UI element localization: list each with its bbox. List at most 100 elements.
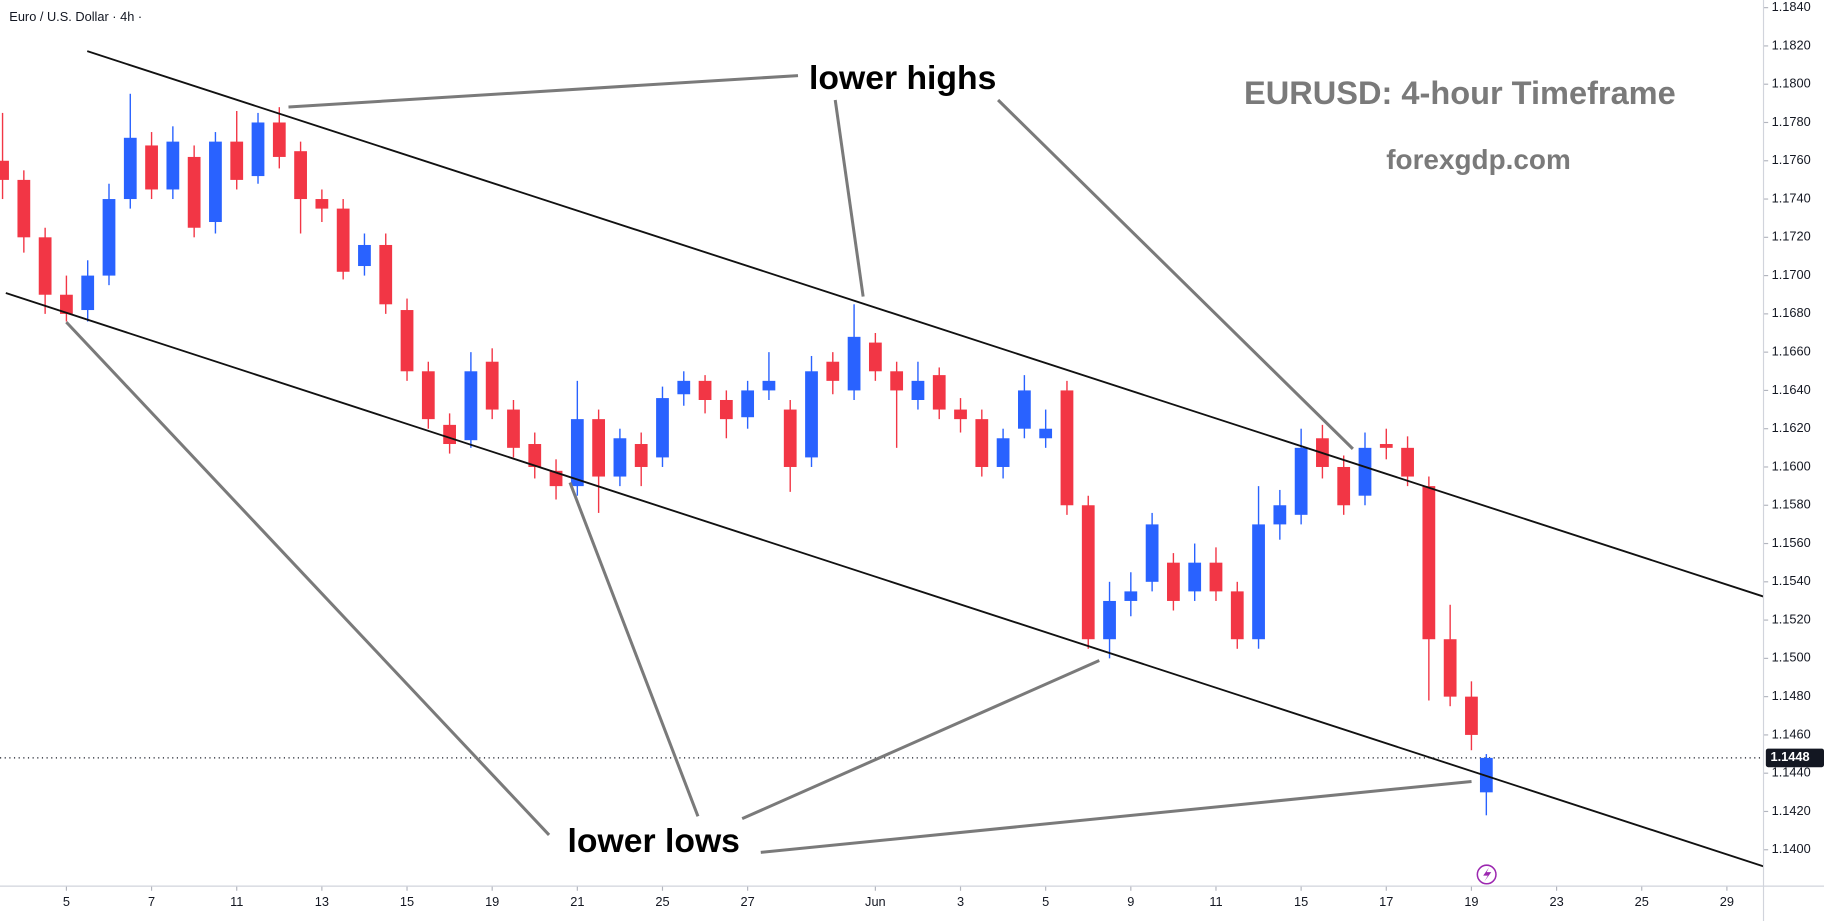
x-tick-label: 19 [485, 894, 499, 909]
candle-body [145, 145, 158, 190]
x-tick-label: 25 [655, 894, 669, 909]
candle-body [443, 424, 456, 445]
y-tick-label: 1.1840 [1772, 0, 1811, 14]
x-tick-label: 11 [1209, 894, 1222, 909]
candle-body [996, 438, 1010, 467]
y-tick-label: 1.1460 [1772, 726, 1811, 741]
candle-body [677, 380, 691, 395]
candle-body [1081, 505, 1095, 640]
x-tick-label: 5 [63, 894, 70, 909]
symbol-label: Euro / U.S. Dollar · 4h · [9, 9, 142, 24]
arrow-line [568, 482, 700, 817]
candle-body [230, 141, 244, 180]
candle-body [421, 371, 435, 420]
candle-body [0, 160, 9, 180]
candle-body [656, 398, 669, 458]
y-tick-label: 1.1740 [1772, 190, 1811, 205]
arrow-line [997, 98, 1354, 450]
candle-body [294, 151, 307, 200]
x-tick-label: 21 [570, 894, 584, 909]
x-tick-label: 13 [315, 894, 329, 909]
x-tick-label: Jun [865, 894, 886, 909]
candle-body [1230, 591, 1244, 640]
candle-body [166, 141, 180, 190]
y-tick-label: 1.1640 [1772, 382, 1811, 397]
candle-body [847, 336, 861, 391]
candle-body [272, 122, 286, 157]
candle-body [1167, 562, 1180, 601]
candle-body [1017, 390, 1031, 429]
candle-body [464, 371, 478, 441]
arrow-line [741, 659, 1100, 821]
candle-body [336, 208, 350, 272]
annotation-lower-lows: lower lows [568, 822, 740, 860]
candle-body [741, 390, 755, 418]
arrow-line [833, 99, 865, 297]
x-tick-label: 25 [1635, 894, 1649, 909]
y-tick-label: 1.1600 [1772, 458, 1811, 473]
x-tick-label: 19 [1464, 894, 1478, 909]
y-tick-label: 1.1820 [1772, 37, 1811, 52]
candle-body [1443, 639, 1457, 697]
candle-body [123, 137, 137, 200]
x-tick-label: 7 [148, 894, 155, 909]
candle-body [719, 399, 733, 420]
y-tick-label: 1.1420 [1772, 803, 1811, 818]
candle-body [975, 419, 989, 467]
candle-body [187, 156, 201, 228]
candles [0, 93, 1493, 816]
candle-body [81, 275, 95, 311]
x-tick-label: 29 [1720, 894, 1734, 909]
y-tick-label: 1.1680 [1772, 305, 1811, 320]
x-tick-label: 3 [957, 894, 964, 909]
candle-body [102, 199, 116, 276]
alert-icon[interactable] [1476, 864, 1497, 885]
candle-body [209, 141, 222, 223]
candle-body [507, 409, 520, 448]
y-tick-label: 1.1500 [1772, 650, 1811, 665]
candle-body [698, 380, 712, 400]
x-tick-label: 9 [1127, 894, 1134, 909]
candle-body [1252, 524, 1265, 640]
arrow-line [760, 779, 1472, 854]
candle-body [634, 444, 648, 467]
candle-body [379, 244, 393, 305]
lower-channel-line [5, 292, 1764, 868]
y-tick-label: 1.1660 [1772, 344, 1811, 359]
x-tick-label: 23 [1549, 894, 1563, 909]
candle-body [17, 179, 31, 238]
candle-body [805, 371, 818, 458]
x-tick-label: 27 [741, 894, 755, 909]
candle-body [315, 199, 329, 209]
y-tick-label: 1.1720 [1772, 229, 1811, 244]
alert-icon-bolt [1483, 867, 1492, 882]
y-tick-label: 1.1400 [1772, 841, 1811, 856]
chart-subtitle: forexgdp.com [1386, 144, 1571, 175]
candle-body [358, 244, 371, 267]
candle-body [911, 380, 925, 400]
y-tick-label: 1.1520 [1772, 611, 1811, 626]
y-tick-label: 1.1700 [1772, 267, 1811, 282]
candle-body [1145, 524, 1159, 582]
candle-body [528, 444, 542, 467]
y-tick-label: 1.1780 [1772, 114, 1811, 129]
x-tick-label: 11 [230, 894, 243, 909]
candle-body [592, 419, 606, 477]
candle-body [1465, 696, 1478, 735]
candle-body [868, 342, 882, 372]
candle-body [1039, 428, 1053, 439]
arrow-line [288, 74, 799, 109]
candle-body [570, 419, 584, 487]
y-tick-label: 1.1560 [1772, 535, 1811, 550]
y-tick-label: 1.1540 [1772, 573, 1811, 588]
candle-body [890, 371, 904, 391]
candle-body [400, 310, 414, 372]
candle-body [1124, 591, 1138, 601]
candle-body [1422, 486, 1436, 640]
y-tick-label: 1.1480 [1772, 688, 1811, 703]
grid [0, 7, 1769, 891]
candle-body [1337, 466, 1351, 506]
last-price-label: 1.1448 [1770, 749, 1809, 764]
y-tick-label: 1.1580 [1772, 497, 1811, 512]
candle-body [1358, 447, 1372, 496]
